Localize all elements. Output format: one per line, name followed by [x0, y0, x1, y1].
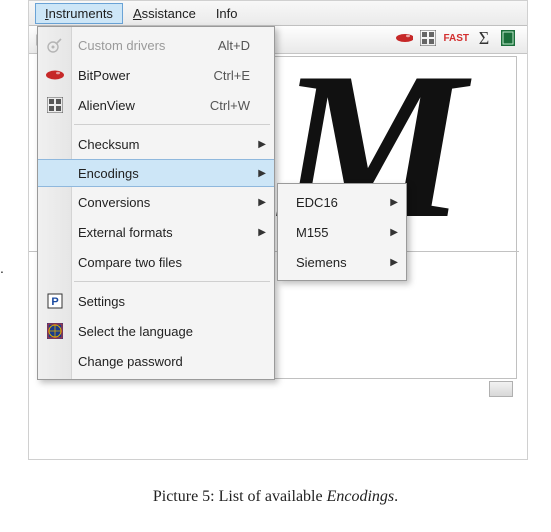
submenu-siemens-label: Siemens: [296, 255, 347, 270]
figure-caption: Picture 5: List of available Encodings.: [0, 488, 551, 506]
toolbar-icon-end[interactable]: [499, 29, 517, 47]
submenu-arrow-icon: ▶: [258, 139, 266, 150]
menu-custom-drivers-shortcut: Alt+D: [200, 38, 250, 53]
submenu-arrow-icon: ▶: [390, 197, 398, 208]
menubar-info[interactable]: Info: [206, 3, 248, 24]
submenu-m155[interactable]: M155 ▶: [278, 217, 406, 247]
menu-external-formats-label: External formats: [78, 225, 173, 240]
menu-alienview[interactable]: AlienView Ctrl+W: [38, 90, 274, 120]
bitpower-icon: [45, 65, 65, 85]
menu-change-password[interactable]: Change password: [38, 346, 274, 376]
menubar-assistance-text: ssistance: [142, 6, 196, 21]
menu-select-language-label: Select the language: [78, 324, 193, 339]
menu-checksum[interactable]: Checksum ▶: [38, 129, 274, 159]
edge-mark: .: [0, 260, 4, 276]
custom-drivers-icon: [45, 35, 65, 55]
menu-select-language[interactable]: Select the language: [38, 316, 274, 346]
submenu-arrow-icon: ▶: [258, 168, 266, 179]
sigma-toolbar-icon[interactable]: Σ: [475, 29, 493, 47]
settings-icon: P: [45, 291, 65, 311]
menu-conversions[interactable]: Conversions ▶: [38, 187, 274, 217]
menu-encodings[interactable]: Encodings ▶: [38, 159, 274, 187]
menu-separator-2: [74, 281, 270, 282]
scroll-stub[interactable]: [489, 381, 513, 397]
caption-emph: Encodings: [327, 488, 395, 505]
submenu-arrow-icon: ▶: [390, 257, 398, 268]
menu-bitpower-shortcut: Ctrl+E: [196, 68, 250, 83]
submenu-m155-label: M155: [296, 225, 329, 240]
submenu-arrow-icon: ▶: [258, 227, 266, 238]
menu-bitpower-label: BitPower: [78, 68, 130, 83]
menu-compare-two-files-label: Compare two files: [78, 255, 182, 270]
caption-prefix: Picture 5: List of available: [153, 488, 327, 505]
menu-settings-label: Settings: [78, 294, 125, 309]
menu-conversions-label: Conversions: [78, 195, 150, 210]
menu-alienview-shortcut: Ctrl+W: [192, 98, 250, 113]
encodings-submenu: EDC16 ▶ M155 ▶ Siemens ▶: [277, 183, 407, 281]
menu-bitpower[interactable]: BitPower Ctrl+E: [38, 60, 274, 90]
menu-change-password-label: Change password: [78, 354, 183, 369]
menu-custom-drivers-label: Custom drivers: [78, 38, 165, 53]
submenu-edc16[interactable]: EDC16 ▶: [278, 187, 406, 217]
menubar-instruments-text: nstruments: [49, 6, 113, 21]
menu-settings[interactable]: P Settings: [38, 286, 274, 316]
submenu-arrow-icon: ▶: [258, 197, 266, 208]
submenu-arrow-icon: ▶: [390, 227, 398, 238]
menu-custom-drivers: Custom drivers Alt+D: [38, 30, 274, 60]
app-window: Instruments Assistance Info FAST Σ: [28, 0, 528, 460]
menu-encodings-label: Encodings: [78, 166, 139, 181]
submenu-siemens[interactable]: Siemens ▶: [278, 247, 406, 277]
submenu-edc16-label: EDC16: [296, 195, 338, 210]
language-icon: [45, 321, 65, 341]
menubar: Instruments Assistance Info: [29, 1, 527, 26]
menubar-instruments[interactable]: Instruments: [35, 3, 123, 24]
menu-checksum-label: Checksum: [78, 137, 139, 152]
caption-suffix: .: [394, 488, 398, 505]
svg-text:P: P: [51, 296, 58, 308]
menu-external-formats[interactable]: External formats ▶: [38, 217, 274, 247]
alienview-icon: [45, 95, 65, 115]
menubar-info-text: Info: [216, 6, 238, 21]
menu-compare-two-files[interactable]: Compare two files: [38, 247, 274, 277]
instruments-menu: Custom drivers Alt+D BitPower Ctrl+E Ali…: [37, 26, 275, 380]
menu-alienview-label: AlienView: [78, 98, 135, 113]
menubar-assistance[interactable]: Assistance: [123, 3, 206, 24]
menu-separator-1: [74, 124, 270, 125]
